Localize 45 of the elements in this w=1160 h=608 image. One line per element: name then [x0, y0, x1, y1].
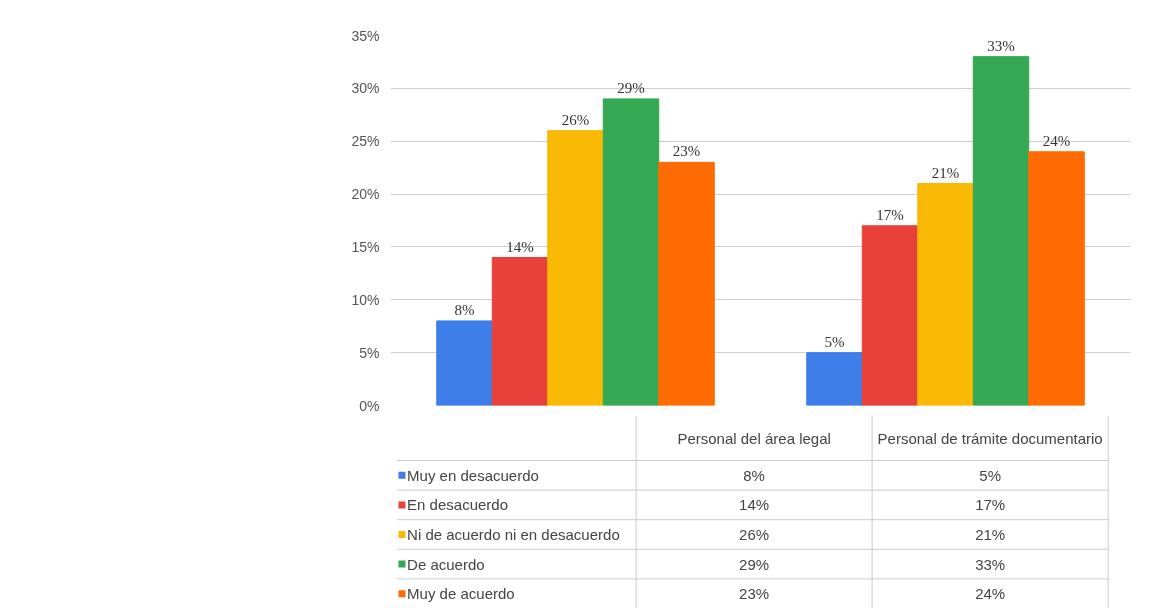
bar: [972, 56, 1030, 406]
text: 14%: [506, 238, 534, 255]
legend-label: Ni de acuerdo ni en desacuerdo: [407, 526, 620, 543]
bar: [806, 352, 863, 406]
data-label: 21%: [975, 526, 1006, 543]
text: 26%: [561, 111, 590, 128]
data-label: 33%: [975, 555, 1006, 573]
bar: [658, 161, 715, 406]
bar: [917, 183, 974, 406]
text: 29%: [617, 79, 645, 96]
x-tick-label: Personal de trámite documentario: [877, 429, 1103, 447]
data-label: 17%: [975, 496, 1006, 514]
bar: [602, 98, 660, 406]
text: 5%: [824, 333, 845, 350]
data-label: 26%: [739, 526, 770, 543]
bar: [491, 257, 549, 406]
y-tick-label: 30%: [351, 80, 380, 97]
x-tick-label: Personal del área legal: [677, 429, 831, 447]
bar: [547, 130, 604, 406]
data-label: 29%: [739, 555, 770, 573]
text: 23%: [672, 143, 701, 160]
data-label: 23%: [739, 585, 770, 603]
y-tick-label: 35%: [351, 27, 380, 44]
y-tick-label: 10%: [351, 291, 380, 308]
text: 17%: [876, 206, 904, 223]
y-tick-label: 15%: [351, 238, 380, 255]
y-tick-label: 20%: [351, 186, 380, 203]
bar: [436, 320, 493, 406]
text: 24%: [1042, 132, 1071, 149]
legend-label: Muy en desacuerdo: [407, 466, 539, 484]
data-label: 5%: [979, 466, 1001, 484]
bar: [1028, 151, 1085, 406]
text: 8%: [454, 301, 475, 318]
y-tick-label: 25%: [351, 133, 380, 150]
data-label: 14%: [739, 496, 770, 514]
data-label: 24%: [975, 585, 1006, 603]
y-tick-label: 0%: [359, 397, 380, 414]
bar: [861, 225, 919, 406]
y-tick-label: 5%: [359, 344, 380, 361]
text: 21%: [931, 164, 960, 181]
legend-label: Muy de acuerdo: [407, 585, 515, 603]
legend-label: De acuerdo: [407, 555, 485, 573]
text: 33%: [987, 37, 1015, 54]
legend-label: En desacuerdo: [407, 496, 508, 514]
data-label: 8%: [743, 466, 765, 484]
